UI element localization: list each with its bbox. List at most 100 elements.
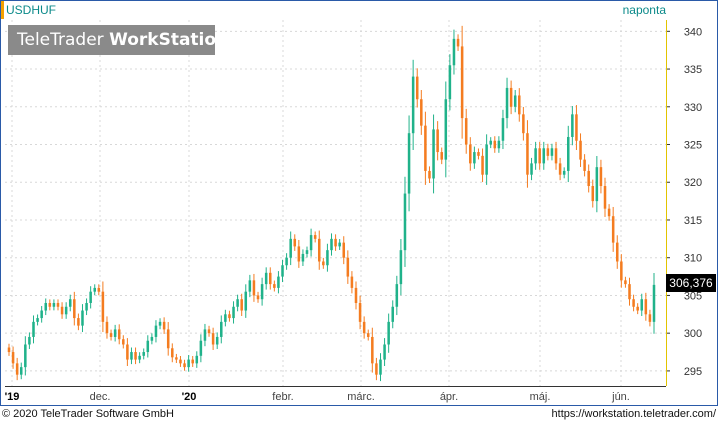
candle-body (101, 291, 105, 322)
last-price-badge: 306,376 (666, 274, 716, 292)
candle-body (346, 257, 350, 277)
candle-body (575, 114, 578, 141)
candle-body (334, 238, 337, 247)
chart-frame (0, 0, 718, 406)
candle-body (371, 336, 374, 364)
candle-body (146, 340, 150, 353)
candle-body (481, 155, 484, 175)
candle-body (305, 250, 309, 254)
candle-body (24, 344, 27, 368)
candle-body (554, 148, 558, 164)
candle-body (366, 333, 370, 337)
candle-body (7, 347, 11, 353)
candle-body (607, 208, 611, 217)
candle-body (460, 46, 464, 119)
candle-body (179, 359, 182, 364)
candle-body (648, 314, 652, 322)
candle-body (162, 321, 166, 330)
candle-body (228, 314, 231, 319)
candle-body (477, 152, 480, 156)
period-label: naponta (622, 3, 666, 17)
candle-body (546, 148, 550, 156)
candle-body (379, 359, 382, 375)
candle-body (640, 299, 644, 311)
candle-body (77, 318, 80, 326)
candle-body (317, 238, 321, 262)
candle-body (68, 299, 72, 307)
candle-body (456, 38, 460, 47)
candle-body (73, 299, 76, 319)
candle-body (138, 355, 141, 360)
candle-body (579, 140, 582, 160)
candle-body (97, 287, 101, 292)
candle-body (420, 99, 423, 126)
x-tick-label: '19 (5, 391, 20, 403)
candle-body (175, 357, 178, 360)
candle-body (440, 152, 443, 160)
candle-body (518, 95, 521, 115)
candle-body (289, 238, 292, 258)
candle-body (358, 302, 362, 322)
candle-body (11, 352, 15, 364)
candle-body (191, 359, 194, 364)
candle-body (399, 250, 403, 285)
candle-body (158, 321, 162, 326)
candle-body (522, 114, 525, 134)
y-tick-label: 305 (684, 290, 702, 302)
candle-body (452, 38, 456, 66)
candle-body (362, 321, 366, 334)
candle-body (652, 284, 656, 322)
x-tick-label: dec. (90, 391, 111, 403)
candle-body (150, 336, 154, 341)
candle-body (562, 170, 566, 175)
candle-body (130, 352, 133, 360)
candle-body (244, 291, 248, 311)
symbol-label: USDHUF (6, 3, 56, 17)
candle-body (236, 299, 239, 307)
candle-body (285, 257, 288, 266)
candle-body (166, 329, 170, 349)
candle-body (81, 310, 84, 326)
candle-body (113, 329, 117, 337)
candle-body (64, 306, 68, 315)
symbol-marker (1, 1, 4, 19)
candle-body (415, 76, 419, 100)
candle-body (44, 302, 48, 311)
candle-body (383, 344, 386, 360)
y-tick-label: 310 (684, 253, 702, 265)
candle-body (444, 99, 448, 160)
source-url: https://workstation.teletrader.com/ (551, 408, 716, 420)
candle-body (199, 340, 203, 356)
candle-body (464, 118, 468, 145)
candle-body (403, 193, 407, 251)
x-tick-label: ápr. (440, 391, 458, 403)
candle-body (281, 265, 284, 277)
candle-body (171, 348, 174, 358)
candle-body (526, 133, 529, 175)
candle-body (220, 321, 223, 337)
candle-body (313, 235, 317, 239)
candle-body (89, 291, 92, 303)
candlestick-series (7, 25, 656, 382)
candle-body (260, 284, 264, 300)
candle-body (211, 333, 215, 345)
y-tick-label: 300 (684, 328, 702, 340)
candle-body (207, 329, 211, 334)
candle-body (591, 186, 595, 202)
candle-body (550, 148, 554, 156)
candle-body (595, 167, 599, 202)
x-tick-label: márc. (347, 391, 375, 403)
candle-body (117, 329, 121, 340)
candle-body (497, 140, 501, 149)
candle-body (322, 261, 325, 266)
candle-body (264, 272, 268, 285)
candle-body (395, 284, 399, 307)
plot-area (5, 20, 666, 386)
candle-body (599, 167, 603, 187)
x-tick-label: '20 (182, 391, 197, 403)
candle-body (436, 129, 439, 153)
candle-body (32, 321, 35, 337)
price-axis: 295 300 305 310 315 320 325 330 335 340 (0, 0, 718, 406)
candle-body (122, 339, 125, 345)
y-tick-label: 315 (684, 215, 702, 227)
